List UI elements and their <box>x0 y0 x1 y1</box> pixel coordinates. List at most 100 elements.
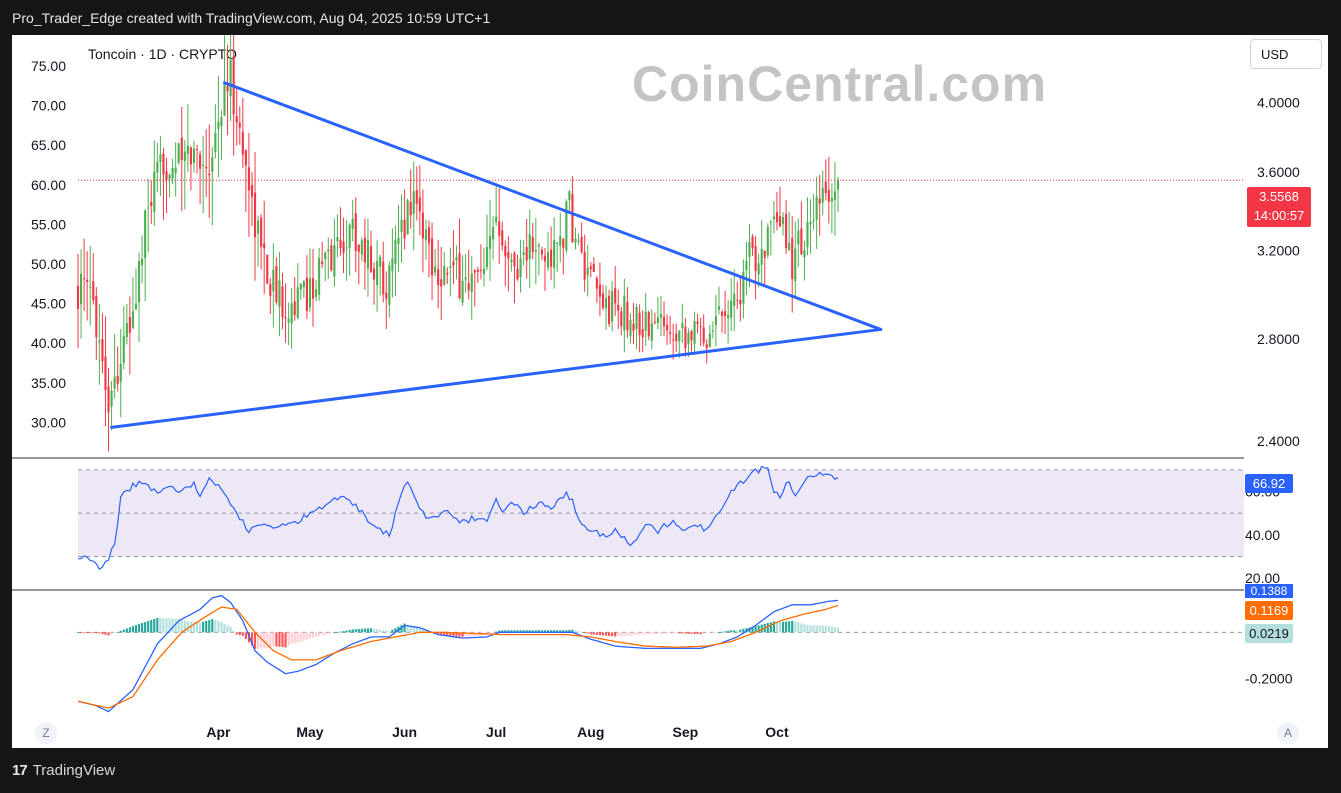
left-axis-tick-label: 60.00 <box>31 177 66 193</box>
candle-body <box>656 317 659 324</box>
macd-histogram-bar <box>250 632 254 646</box>
candle-body <box>183 151 186 161</box>
auto-zoom-button[interactable]: Z <box>35 722 57 744</box>
candle-body <box>574 238 577 243</box>
candle-body <box>495 216 498 223</box>
macd-histogram-bar <box>543 630 547 633</box>
macd-histogram-bar <box>104 632 107 635</box>
macd-histogram-bar <box>470 632 473 637</box>
candle-body <box>824 181 827 193</box>
candle-body <box>745 260 748 271</box>
candle-body <box>287 318 290 323</box>
macd-histogram-bar <box>812 625 815 633</box>
macd-histogram-bar <box>418 628 421 633</box>
macd-histogram-bar <box>724 631 727 633</box>
candle-body <box>275 266 278 303</box>
candle-body <box>672 339 675 341</box>
macd-histogram-bar <box>305 632 308 640</box>
watermark: CoinCentral.com <box>632 56 1048 112</box>
candle-body <box>318 258 321 295</box>
macd-histogram-bar <box>406 624 409 633</box>
macd-histogram-bar <box>153 618 156 633</box>
macd-histogram-bar <box>693 632 696 634</box>
macd-histogram-bar <box>659 632 663 634</box>
candle-body <box>324 252 327 260</box>
auto-scale-button[interactable]: A <box>1277 722 1299 744</box>
candle-body <box>281 286 284 318</box>
macd-histogram-bar <box>690 632 693 634</box>
macd-histogram-bar <box>815 625 818 633</box>
candle-body <box>278 280 281 307</box>
macd-histogram-bar <box>702 632 705 634</box>
candle-body <box>794 248 797 281</box>
candle-body <box>244 150 247 166</box>
macd-histogram-bar <box>211 619 214 633</box>
chart-canvas[interactable]: 75.00 70.00 65.00 60.00 55.00 50.00 45.00 40.00… <box>12 35 1328 748</box>
candle-body <box>583 252 586 280</box>
macd-histogram-bar <box>803 624 806 633</box>
macd-histogram-bar <box>626 632 629 636</box>
macd-histogram-bar <box>202 621 205 633</box>
candle-body <box>595 278 598 289</box>
macd-histogram-bar <box>580 632 583 633</box>
macd-histogram-bar <box>620 632 623 637</box>
candle-body <box>379 256 382 267</box>
currency-button[interactable]: USD <box>1250 39 1322 69</box>
signal-line <box>77 604 839 709</box>
candle-body <box>415 190 418 204</box>
candle-body <box>315 289 318 297</box>
candle-body <box>113 376 116 389</box>
macd-histogram-bar <box>238 632 241 636</box>
macd-histogram-bar <box>507 630 510 633</box>
candle-body <box>424 229 428 241</box>
candle-body <box>781 217 785 225</box>
macd-histogram-bar <box>266 632 269 649</box>
candle-body <box>669 331 672 334</box>
left-axis-tick-label: 30.00 <box>31 414 66 430</box>
macd-histogram-bar <box>165 618 168 633</box>
candle-body <box>144 210 147 259</box>
candle-body <box>189 147 192 165</box>
macd-histogram-bar <box>669 632 672 634</box>
macd-histogram-bar <box>769 622 772 633</box>
candle-body <box>360 240 363 255</box>
macd-histogram-bar <box>531 630 534 633</box>
candle-body <box>449 266 452 268</box>
candle-body <box>156 161 159 173</box>
macd-histogram-bar <box>513 630 516 633</box>
candle-body <box>266 254 269 284</box>
macd-histogram-bar <box>650 632 653 635</box>
macd-histogram-bar <box>79 632 83 634</box>
macd-histogram-bar <box>83 632 86 634</box>
macd-histogram-bar <box>577 631 580 633</box>
macd-histogram-bar <box>412 626 415 633</box>
macd-histogram-bar <box>253 632 257 649</box>
macd-histogram-bar <box>809 625 812 633</box>
macd-histogram-bar <box>302 632 305 641</box>
x-axis-tick-label: May <box>296 724 323 740</box>
macd-histogram-bar <box>76 632 80 634</box>
macd-histogram-bar <box>568 630 571 633</box>
candle-body <box>730 300 733 318</box>
macd-histogram-bar <box>565 630 568 633</box>
macd-histogram-bar <box>147 620 150 633</box>
candle-body <box>153 171 156 212</box>
candle-body <box>598 284 601 297</box>
macd-histogram-bar <box>455 632 458 637</box>
macd-histogram-bar <box>635 632 638 636</box>
macd-histogram-bar <box>186 621 189 633</box>
candle-body <box>253 192 257 238</box>
macd-histogram-bar <box>269 632 272 648</box>
candle-body <box>208 173 211 176</box>
macd-histogram-bar <box>293 632 296 644</box>
candle-body <box>171 167 174 179</box>
macd-histogram-bar <box>623 632 626 636</box>
candle-body <box>357 244 360 252</box>
macd-histogram-bar <box>327 632 330 634</box>
candle-body <box>199 154 202 169</box>
chart-panel[interactable]: Toncoin · 1D · CRYPTO CoinCentral.com US… <box>12 35 1328 748</box>
macd-histogram-bar <box>296 632 299 643</box>
candle-body <box>388 265 391 305</box>
candle-body <box>577 240 580 242</box>
candle-body <box>766 226 769 256</box>
